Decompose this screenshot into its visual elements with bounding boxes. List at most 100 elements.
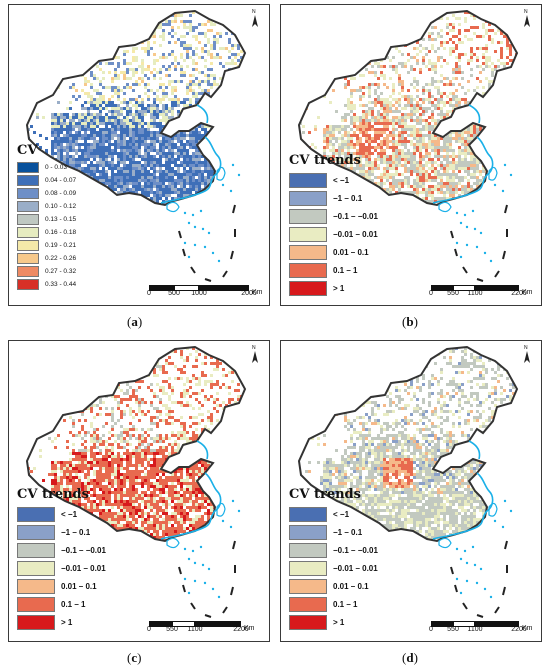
island-dot (229, 189, 233, 193)
legend-item: −0.01 – 0.01 (289, 225, 378, 243)
island-dot (201, 563, 205, 567)
taiwan-island (216, 502, 226, 517)
national-boundary (25, 345, 247, 543)
nine-dash-segment (502, 586, 506, 596)
legend-swatch (17, 201, 39, 212)
island-dot (465, 243, 469, 247)
legend-swatch (17, 560, 55, 576)
island-dot (475, 245, 479, 249)
island-dot (187, 591, 191, 595)
island-dot (207, 567, 211, 571)
legend-item: 0.01 – 0.1 (17, 577, 106, 595)
legend-item: > 1 (289, 279, 378, 297)
legend-swatch (289, 578, 327, 594)
island-dot (229, 525, 233, 529)
legend-swatch (289, 226, 327, 242)
legend-title: CV trends (289, 153, 361, 168)
island-dot (207, 231, 211, 235)
caption-c: (c) (127, 650, 142, 665)
nine-dash-segment (204, 614, 212, 618)
island-dot (183, 241, 187, 245)
legend-label: 0.04 - 0.07 (45, 177, 77, 184)
legend-label: 0 - 0.03 (45, 164, 68, 171)
legend-label: −1 – 0.1 (61, 527, 91, 537)
legend-label: 0.01 – 0.1 (333, 581, 369, 591)
china-map-c (25, 345, 247, 618)
scale-tick: 1100 (467, 626, 483, 633)
island-dot (489, 259, 493, 263)
legend-swatch (289, 172, 327, 188)
map-panel-b: N CV trends < −1 −1 – 0.1 −0.1 – −0.01 −0.0… (280, 4, 542, 306)
legend-title: CV trends (17, 487, 89, 502)
nine-dash-segment (450, 566, 454, 575)
legend-title: CV (17, 143, 38, 158)
scale-tick: 0 (147, 626, 151, 633)
legend-item: −1 – 0.1 (17, 523, 106, 541)
scale-tick: 2200 (511, 626, 527, 633)
legend-swatch (17, 240, 39, 251)
nine-dash-segment (454, 584, 458, 593)
scale-unit: Km (522, 625, 533, 632)
island-dot (509, 173, 513, 177)
legend-item: 0.27 - 0.32 (17, 265, 76, 278)
legend-label: −0.1 – −0.01 (61, 545, 106, 555)
island-dot (465, 579, 469, 583)
legend-swatch (17, 506, 55, 522)
legend-label: 0.1 – 1 (61, 599, 86, 609)
north-arrow-icon: N (521, 9, 533, 31)
legend-item: > 1 (17, 613, 106, 631)
legend-label: < −1 (333, 509, 350, 519)
scale-tick: 550 (166, 626, 178, 633)
island-dot (465, 225, 469, 229)
legend-item: 0.10 - 0.12 (17, 200, 76, 213)
nine-dash-segment (450, 230, 454, 239)
caption-a: (a) (127, 314, 143, 329)
island-dot (187, 557, 191, 561)
island-dot (455, 211, 459, 215)
island-dot (459, 221, 463, 225)
legend-item: 0.13 - 0.15 (17, 213, 76, 226)
island-dot (199, 209, 203, 213)
legend-label: −0.1 – −0.01 (333, 545, 378, 555)
island-dot (231, 163, 235, 167)
legend-swatch (17, 279, 39, 290)
north-arrow-icon: N (249, 345, 261, 367)
island-dot (465, 561, 469, 565)
scale-tick: 1000 (191, 290, 207, 297)
scale-tick: 550 (447, 626, 459, 633)
taiwan-island (216, 166, 226, 181)
map-panel-a: N CV 0 - 0.03 0.04 - 0.07 0.08 - 0.09 0.10 … (8, 4, 270, 306)
coastline (160, 104, 222, 204)
scale-tick: 550 (447, 290, 459, 297)
legend-item: 0.1 – 1 (289, 595, 378, 613)
nine-dash-segment (502, 250, 506, 260)
legend-swatch (289, 614, 327, 630)
scale-tick: 2200 (233, 626, 249, 633)
island-dot (455, 241, 459, 245)
island-dot (237, 173, 241, 177)
nine-dash-segment (190, 602, 196, 610)
legend-item: < −1 (289, 505, 378, 523)
legend-item: 0.33 - 0.44 (17, 278, 76, 291)
nine-dash-segment (462, 266, 468, 274)
island-dot (183, 211, 187, 215)
legend-swatch (17, 524, 55, 540)
nine-dash-segment (494, 270, 500, 278)
legend-label: < −1 (61, 509, 78, 519)
nine-dash-segment (504, 204, 508, 214)
legend-label: 0.01 – 0.1 (61, 581, 97, 591)
island-dot (501, 525, 505, 529)
hainan-island (438, 201, 452, 213)
island-dot (193, 243, 197, 247)
legend-swatch (289, 280, 327, 296)
legend-label: 0.08 - 0.09 (45, 190, 77, 197)
island-dot (471, 209, 475, 213)
legend-label: −0.1 – −0.01 (333, 211, 378, 221)
scale-tick: 2000 (241, 290, 257, 297)
legend-item: > 1 (289, 613, 378, 631)
taiwan-island (488, 502, 498, 517)
legend-item: 0.08 - 0.09 (17, 187, 76, 200)
legend-item: 0.22 - 0.26 (17, 252, 76, 265)
legend-c: CV trends < −1 −1 – 0.1 −0.1 – −0.01 −0.01 … (17, 487, 106, 631)
island-dot (503, 163, 507, 167)
